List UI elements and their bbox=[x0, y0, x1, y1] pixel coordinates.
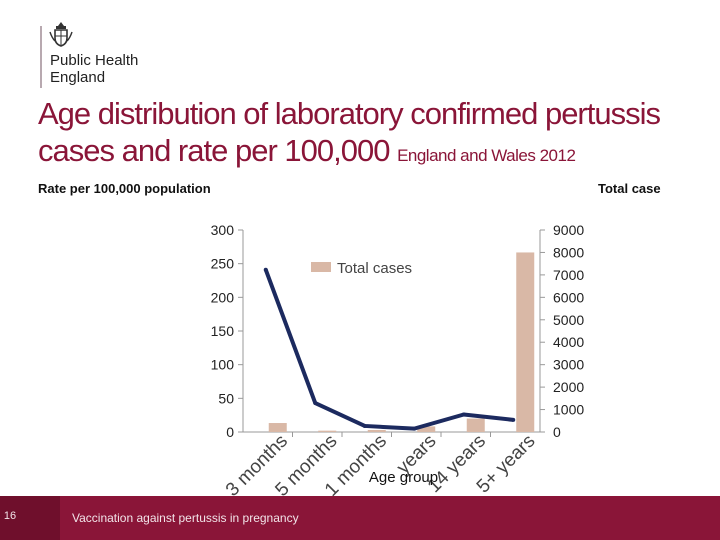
bar-total-cases bbox=[268, 423, 287, 432]
x-axis-title: Age group bbox=[369, 469, 438, 486]
footer-caption: Vaccination against pertussis in pregnan… bbox=[72, 511, 299, 525]
phe-logo: Public Health England bbox=[40, 20, 180, 90]
left-tick-label: 100 bbox=[211, 357, 235, 373]
legend-label-total-cases: Total cases bbox=[337, 260, 412, 277]
line-rate-point bbox=[313, 401, 318, 406]
right-tick-label: 4000 bbox=[553, 334, 584, 350]
logo-divider bbox=[40, 26, 42, 88]
left-tick-label: 0 bbox=[226, 424, 234, 440]
bar-total-cases bbox=[367, 429, 386, 432]
right-tick-label: 3000 bbox=[553, 357, 584, 373]
slide-title-main: Age distribution of laboratory confirmed… bbox=[38, 96, 661, 168]
line-rate-point bbox=[263, 267, 268, 272]
right-tick-label: 9000 bbox=[553, 222, 584, 238]
page-number: 16 bbox=[3, 510, 17, 522]
right-tick-label: 7000 bbox=[553, 267, 584, 283]
left-tick-label: 200 bbox=[211, 289, 235, 305]
pertussis-chart: 0501001502002503000100020003000400050006… bbox=[211, 222, 585, 496]
slide-title-sub: England and Wales 2012 bbox=[397, 146, 576, 165]
right-tick-label: 2000 bbox=[553, 379, 584, 395]
line-rate-point bbox=[362, 423, 367, 428]
footer-bar: 16 Vaccination against pertussis in preg… bbox=[0, 496, 720, 540]
line-rate-point bbox=[511, 417, 516, 422]
right-tick-label: 5000 bbox=[553, 312, 584, 328]
bar-total-cases bbox=[318, 430, 337, 432]
right-tick-label: 8000 bbox=[553, 244, 584, 260]
left-tick-label: 150 bbox=[211, 323, 235, 339]
left-axis-caption: Rate per 100,000 population bbox=[38, 181, 211, 196]
footer-page-block bbox=[0, 496, 60, 540]
line-rate-series bbox=[263, 269, 514, 431]
left-tick-label: 250 bbox=[211, 256, 235, 272]
left-tick-label: 300 bbox=[211, 222, 235, 238]
royal-crest-icon bbox=[49, 22, 73, 47]
legend-swatch-total-cases bbox=[311, 262, 331, 272]
line-rate-point bbox=[412, 426, 417, 431]
bar-total-cases bbox=[516, 252, 535, 432]
left-tick-label: 50 bbox=[218, 390, 234, 406]
bar-total-cases bbox=[466, 418, 485, 432]
right-tick-label: 0 bbox=[553, 424, 561, 440]
right-axis-caption: Total case bbox=[598, 181, 661, 196]
org-name-line1: Public Health bbox=[50, 52, 139, 69]
bar-total-cases bbox=[417, 426, 436, 432]
org-name-line2: England bbox=[50, 69, 106, 86]
right-tick-label: 1000 bbox=[553, 402, 584, 418]
right-tick-label: 6000 bbox=[553, 289, 584, 305]
line-rate-point bbox=[461, 412, 466, 417]
org-name: Public Health England bbox=[50, 52, 138, 86]
slide-title: Age distribution of laboratory confirmed… bbox=[38, 95, 708, 174]
